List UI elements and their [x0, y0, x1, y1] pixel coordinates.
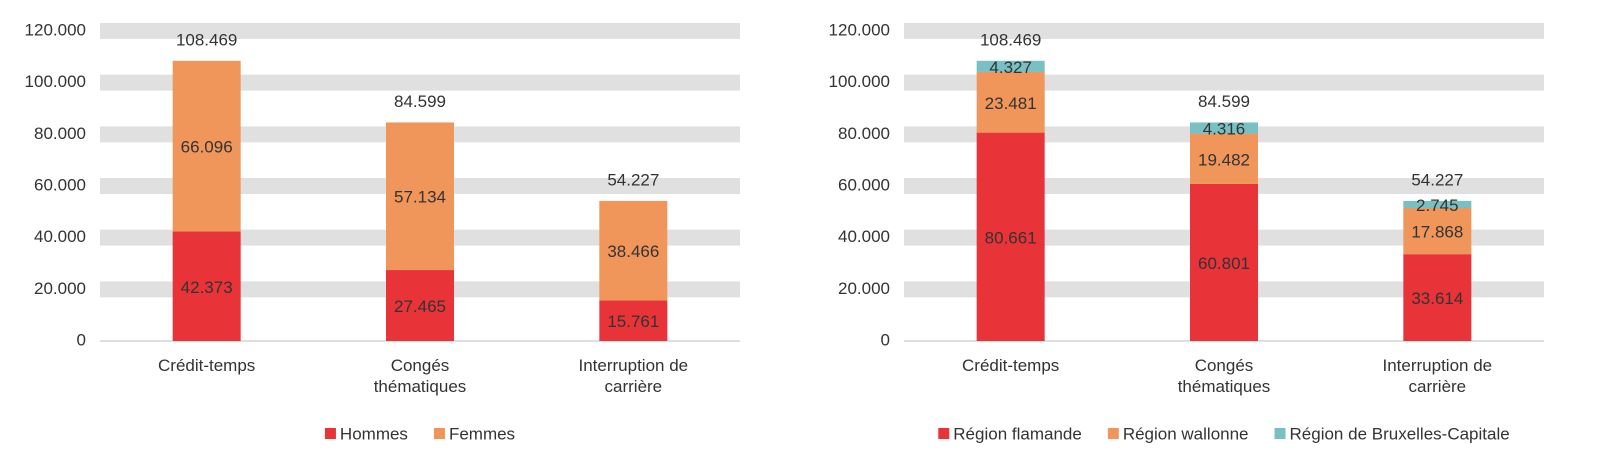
bar-segment	[976, 60, 1045, 72]
bar-segment	[1190, 133, 1258, 184]
bar-segment	[976, 132, 1045, 341]
y-tick-label: 80.000	[34, 124, 86, 143]
total-label: 54.227	[1411, 170, 1463, 189]
legend-label: Hommes	[340, 424, 408, 443]
value-label: 23.481	[985, 94, 1037, 113]
legend-swatch	[938, 428, 950, 439]
bar-segment	[599, 300, 668, 341]
value-label: 27.465	[394, 297, 446, 316]
y-tick-label: 100.000	[25, 72, 86, 91]
value-label: 15.761	[607, 312, 659, 331]
x-tick-label: Crédit-temps	[158, 356, 256, 375]
value-label: 2.745	[1416, 196, 1459, 215]
y-tick-label: 60.000	[838, 175, 890, 194]
legend-label: Région flamande	[953, 424, 1082, 443]
bar-segment	[386, 122, 454, 271]
value-label: 19.482	[1198, 150, 1250, 169]
legend-swatch	[324, 428, 336, 439]
bar-segment	[172, 231, 241, 341]
y-tick-label: 120.000	[829, 20, 890, 39]
y-tick-label: 40.000	[838, 227, 890, 246]
x-tick-label: Interruption de carrière	[578, 356, 689, 396]
y-tick-label: 20.000	[34, 279, 86, 298]
value-label: 17.868	[1411, 223, 1463, 242]
legend-swatch	[1107, 428, 1119, 439]
value-label: 60.801	[1198, 254, 1250, 273]
total-label: 108.469	[176, 30, 237, 49]
y-tick-label: 60.000	[34, 175, 86, 194]
legend-swatch	[433, 428, 445, 439]
value-label: 42.373	[181, 278, 233, 297]
bar-segment	[599, 200, 668, 301]
bar-segment	[1403, 208, 1472, 255]
value-label: 57.134	[394, 188, 446, 207]
y-tick-label: 120.000	[25, 20, 86, 39]
total-label: 84.599	[1198, 92, 1250, 111]
value-label: 38.466	[607, 242, 659, 261]
y-tick-label: 80.000	[838, 124, 890, 143]
value-label: 33.614	[1411, 289, 1463, 308]
total-label: 108.469	[980, 30, 1041, 49]
bar-segment	[386, 270, 454, 341]
bar-segment	[1190, 183, 1258, 341]
y-tick-label: 100.000	[829, 72, 890, 91]
value-label: 80.661	[985, 228, 1037, 247]
total-label: 84.599	[394, 92, 446, 111]
y-tick-label: 0	[77, 330, 86, 349]
x-tick-label: Interruption de carrière	[1382, 356, 1493, 396]
total-label: 54.227	[607, 170, 659, 189]
bar-segment	[1403, 254, 1472, 341]
legend-label: Région de Bruxelles-Capitale	[1290, 424, 1510, 443]
value-label: 4.327	[989, 58, 1032, 77]
y-tick-label: 20.000	[838, 279, 890, 298]
bar-segment	[976, 71, 1045, 133]
bar-segment	[1190, 122, 1258, 134]
y-tick-label: 40.000	[34, 227, 86, 246]
value-label: 4.316	[1203, 120, 1246, 139]
value-label: 66.096	[181, 138, 233, 157]
x-tick-label: Congés thématiques	[373, 356, 467, 396]
bar-segment	[1403, 200, 1472, 209]
x-tick-label: Congés thématiques	[1177, 356, 1271, 396]
legend-swatch	[1274, 428, 1286, 439]
legend-label: Région wallonne	[1123, 424, 1249, 443]
bar-segment	[172, 60, 241, 232]
legend-label: Femmes	[449, 424, 515, 443]
y-tick-label: 0	[881, 330, 890, 349]
x-tick-label: Crédit-temps	[962, 356, 1060, 375]
